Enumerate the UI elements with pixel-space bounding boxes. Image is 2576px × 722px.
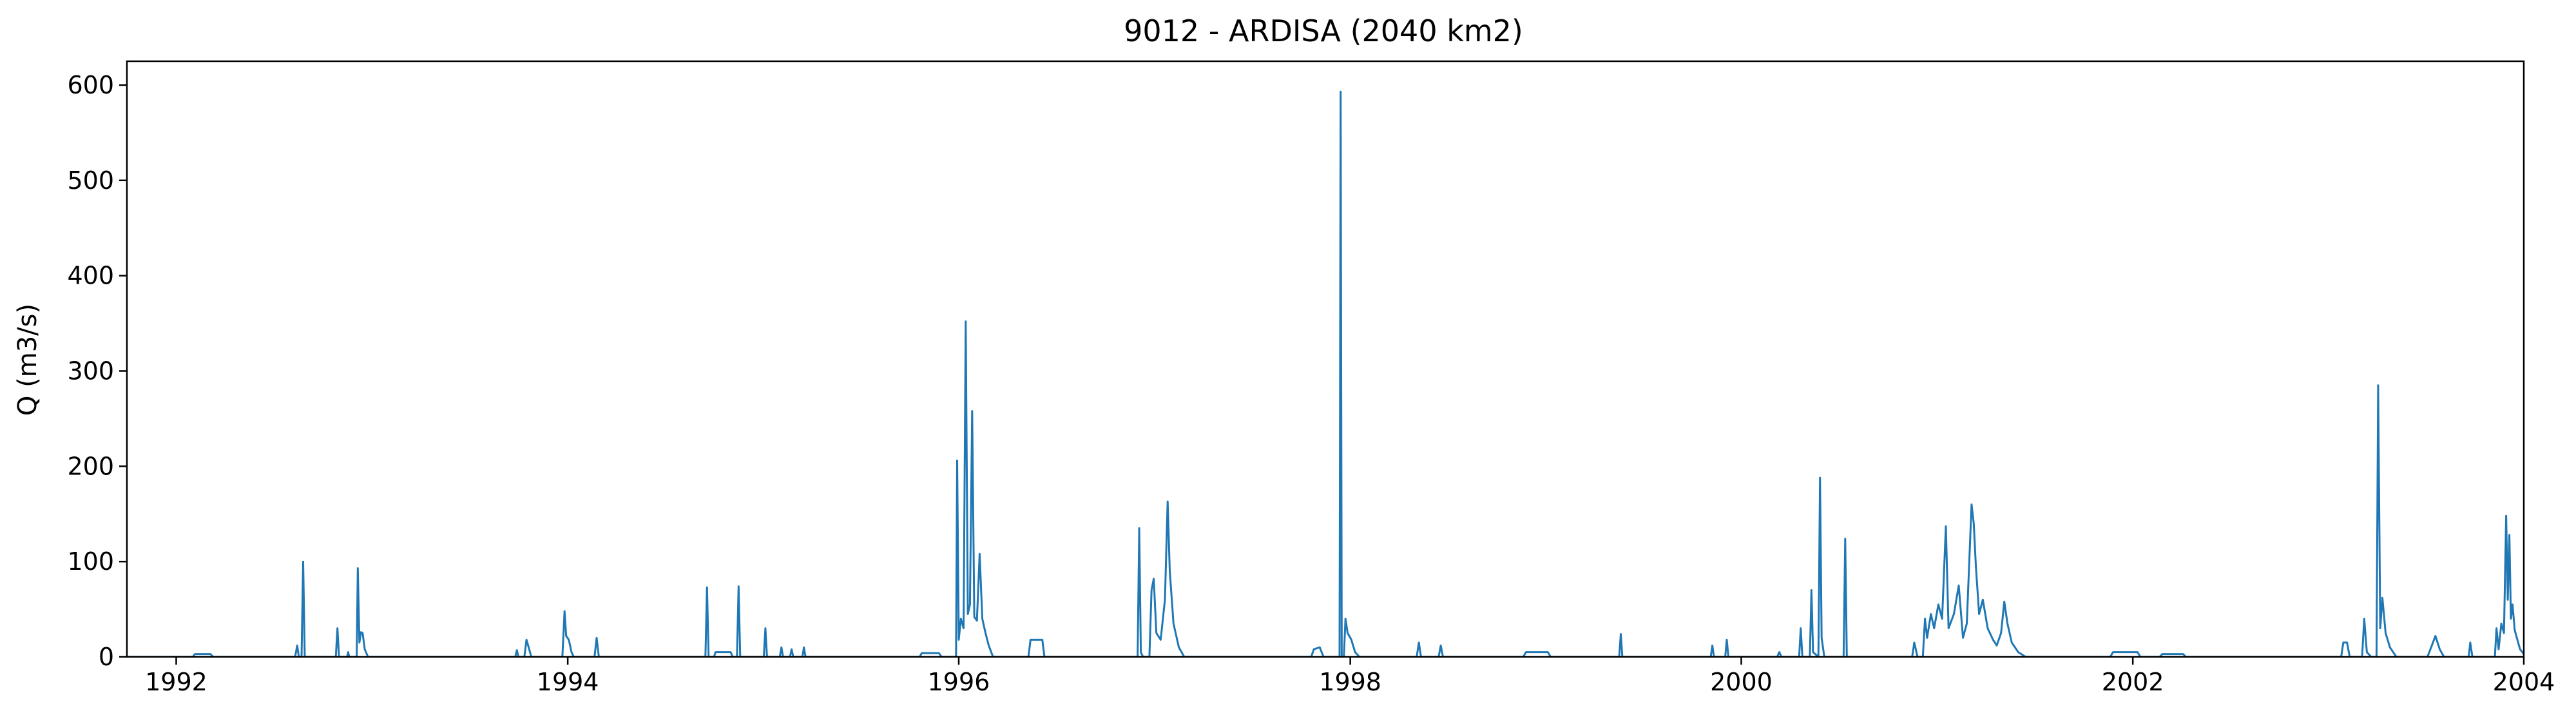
y-axis-label: Q (m3/s) (13, 304, 43, 416)
chart-title: 9012 - ARDISA (2040 km2) (1124, 14, 1523, 48)
x-tick-label: 1998 (1319, 668, 1381, 696)
x-tick-label: 2000 (1710, 668, 1773, 696)
plot-frame (126, 60, 2525, 658)
y-axis-ticks: 0 100 200 300 400 500 600 (67, 71, 127, 671)
y-tick-label: 300 (67, 356, 114, 385)
x-axis-ticks: 1992 1994 1996 1998 2000 2002 2004 (145, 657, 2555, 696)
x-tick-label: 1992 (145, 668, 207, 696)
x-tick-label: 2004 (2493, 668, 2555, 696)
y-tick-label: 0 (99, 643, 114, 671)
y-tick-label: 600 (67, 71, 114, 99)
x-tick-label: 2002 (2102, 668, 2164, 696)
x-tick-label: 1994 (537, 668, 599, 696)
y-tick-label: 100 (67, 547, 114, 576)
y-tick-label: 500 (67, 166, 114, 195)
x-tick-label: 1996 (928, 668, 990, 696)
y-tick-label: 400 (67, 262, 114, 290)
y-tick-label: 200 (67, 452, 114, 480)
